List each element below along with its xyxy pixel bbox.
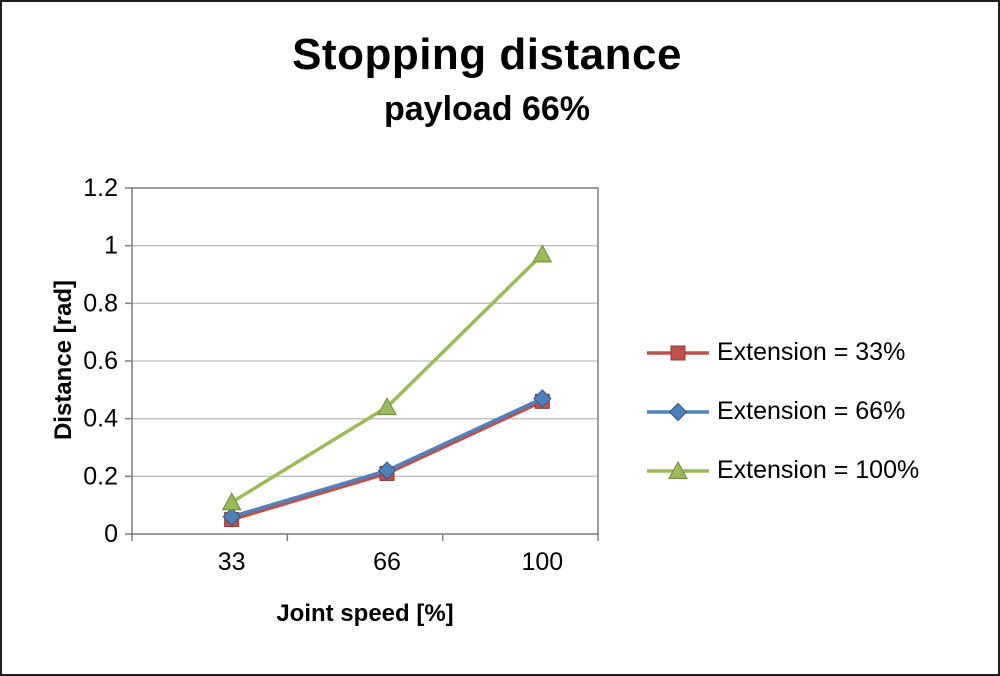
svg-text:0: 0 <box>104 520 118 548</box>
x-axis-title: Joint speed [%] <box>276 600 454 627</box>
svg-text:33: 33 <box>218 548 246 576</box>
chart-legend: Extension = 33% Extension = 66% Extensio… <box>647 338 919 485</box>
legend-marker-diamond-icon <box>647 402 709 421</box>
svg-text:0.2: 0.2 <box>83 462 118 490</box>
svg-text:66: 66 <box>373 548 401 576</box>
svg-text:100: 100 <box>521 548 563 576</box>
svg-text:0.6: 0.6 <box>83 347 118 375</box>
svg-text:1.2: 1.2 <box>83 174 118 202</box>
legend-item-extension-100: Extension = 100% <box>647 456 919 485</box>
y-axis-title: Distance [rad] <box>50 279 77 441</box>
legend-item-extension-33: Extension = 33% <box>647 338 919 367</box>
chart-title: Stopping distance <box>292 30 682 79</box>
legend-item-extension-66: Extension = 66% <box>647 397 919 426</box>
chart-subtitle: payload 66% <box>384 90 590 128</box>
svg-text:0.4: 0.4 <box>83 405 118 433</box>
legend-label: Extension = 66% <box>717 397 906 425</box>
legend-label: Extension = 100% <box>717 456 920 484</box>
legend-label: Extension = 33% <box>717 338 906 366</box>
svg-text:1: 1 <box>104 232 118 260</box>
svg-text:0.8: 0.8 <box>83 289 118 317</box>
legend-marker-square-icon <box>647 345 709 360</box>
legend-marker-triangle-icon <box>647 460 709 479</box>
